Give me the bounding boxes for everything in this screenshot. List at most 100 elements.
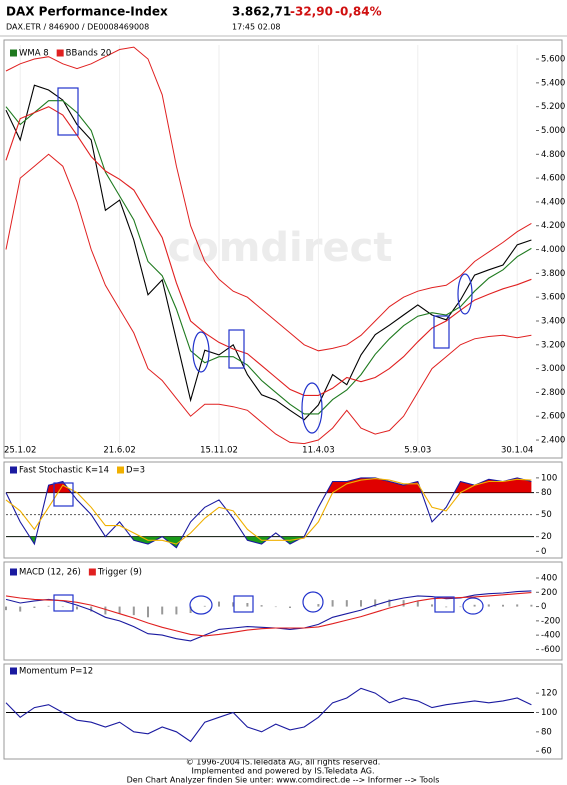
y-tick-label: 4.000: [541, 245, 565, 255]
annotation-ellipse: [189, 595, 213, 615]
y-tick-label: 4.200: [541, 221, 565, 231]
histogram-bar: [260, 605, 263, 607]
histogram-bar: [104, 606, 107, 615]
y-tick-label: -400: [541, 631, 560, 641]
histogram-bar: [19, 606, 22, 612]
band-line: [5, 153, 532, 445]
legend-label: D=3: [126, 466, 145, 476]
x-tick-label: 15.11.02: [200, 446, 238, 456]
legend-label: WMA 8: [19, 49, 49, 59]
legend-swatch: [10, 466, 17, 474]
y-tick-label: 80: [541, 727, 552, 737]
annotation-ellipse: [302, 591, 324, 613]
annotations: [53, 87, 484, 615]
histogram-bar: [416, 601, 419, 607]
y-tick-label: 20: [541, 532, 552, 542]
y-tick-label: 5.200: [541, 102, 565, 112]
legend-label: BBands 20: [66, 49, 112, 59]
y-tick-label: 3.000: [541, 364, 565, 374]
y-tick-label: 200: [541, 588, 557, 598]
band-line: [5, 46, 532, 352]
legend-swatch: [117, 466, 124, 474]
panel: [3, 663, 563, 760]
series-line: [5, 106, 532, 396]
y-tick-label: 3.800: [541, 269, 565, 279]
histogram-bar: [161, 606, 164, 615]
x-tick-label: 30.1.04: [501, 446, 533, 456]
panel: [3, 461, 563, 559]
histogram-bar: [246, 603, 249, 607]
histogram-bar: [118, 606, 121, 614]
legend-label: Trigger (9): [97, 568, 142, 578]
histogram-bar: [175, 606, 178, 615]
annotation-box: [53, 482, 74, 507]
subtitle: DAX.ETR / 846900 / DE0008469008: [6, 23, 149, 32]
histogram-bar: [147, 606, 149, 618]
histogram-bar: [274, 606, 277, 608]
histogram-bar: [345, 600, 348, 607]
histogram-bar: [218, 601, 220, 607]
legend-label: Momentum P=12: [19, 667, 93, 677]
histogram-bar: [189, 606, 192, 613]
x-tick-label: 25.1.02: [4, 446, 36, 456]
y-tick-label: 60: [541, 747, 552, 757]
series-line: [5, 478, 532, 545]
histogram-bar: [374, 599, 377, 607]
series-line: [5, 100, 532, 415]
annotation-ellipse: [457, 273, 473, 315]
histogram-bar: [402, 600, 405, 607]
histogram-bar: [530, 604, 533, 607]
legend-label: Fast Stochastic K=14: [19, 466, 109, 476]
footer-line: © 1996-2004 IS.Teledata AG, all rights r…: [186, 758, 381, 767]
histogram-bar: [331, 600, 334, 607]
annotation-ellipse: [192, 331, 210, 373]
histogram-bar: [33, 606, 36, 608]
histogram-bar: [360, 600, 362, 607]
histogram-bar: [90, 606, 93, 612]
y-tick-label: 0: [541, 602, 546, 612]
histogram-bar: [459, 606, 462, 608]
annotation-box: [233, 595, 254, 613]
histogram-bar: [502, 604, 504, 607]
histogram-bar: [203, 605, 206, 607]
y-tick-label: 3.600: [541, 293, 565, 303]
histogram-bar: [317, 604, 320, 607]
annotation-box: [434, 596, 455, 613]
legend-swatch: [10, 667, 17, 675]
histogram-bar: [132, 606, 135, 616]
time: 17:45 02.08: [232, 23, 281, 32]
annotation-ellipse: [462, 597, 484, 615]
y-tick-label: 100: [541, 473, 557, 483]
y-tick-label: 4.600: [541, 174, 565, 184]
histogram-bar: [76, 606, 78, 610]
histogram-bar: [445, 606, 448, 608]
y-tick-label: -200: [541, 616, 560, 626]
threshold-fill: [29, 536, 305, 548]
legend-swatch: [10, 568, 17, 576]
histogram-bar: [289, 606, 291, 608]
legend-swatch: [10, 49, 17, 57]
histogram-bar: [5, 606, 7, 611]
series-line: [5, 687, 532, 743]
y-tick-label: 4.400: [541, 197, 565, 207]
annotation-box: [228, 329, 245, 369]
series-line: [5, 84, 532, 421]
y-tick-label: 2.600: [541, 412, 565, 422]
y-tick-label: 5.600: [541, 55, 565, 65]
histogram-bar: [487, 604, 490, 607]
change: -32,90: [290, 5, 333, 19]
price: 3.862,71: [232, 5, 291, 19]
y-tick-label: 50: [541, 510, 552, 520]
y-tick-label: 120: [541, 689, 557, 699]
y-tick-label: 5.400: [541, 78, 565, 88]
watermark: comdirect: [168, 225, 393, 271]
legend-swatch: [88, 568, 96, 576]
y-tick-label: 100: [541, 708, 557, 718]
panel: [3, 561, 563, 661]
y-tick-label: 3.400: [541, 316, 565, 326]
threshold-fill: [6, 477, 532, 493]
y-tick-label: 0: [541, 547, 546, 557]
histogram-bar: [232, 602, 235, 607]
annotation-box: [57, 87, 79, 136]
